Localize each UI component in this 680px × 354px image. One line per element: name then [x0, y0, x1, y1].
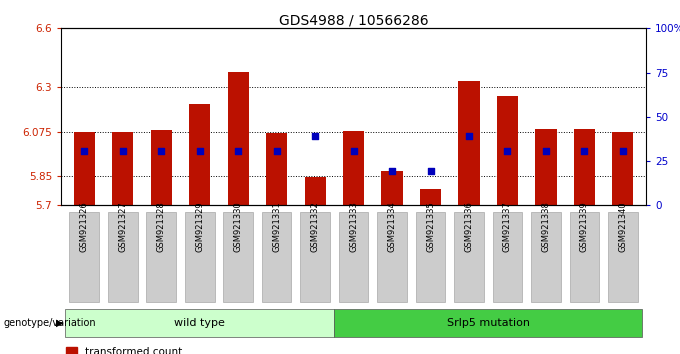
Bar	[266, 133, 287, 205]
Bar	[381, 171, 403, 205]
Bar	[73, 132, 95, 205]
Point	[579, 148, 590, 154]
Point	[425, 168, 436, 174]
Bar	[228, 72, 249, 205]
FancyBboxPatch shape	[493, 212, 522, 302]
FancyBboxPatch shape	[108, 212, 137, 302]
FancyBboxPatch shape	[570, 212, 599, 302]
Point	[541, 148, 551, 154]
Bar	[305, 177, 326, 205]
Point	[348, 148, 359, 154]
Bar	[420, 189, 441, 205]
Text: GSM921330: GSM921330	[234, 201, 243, 252]
Bar	[189, 104, 210, 205]
Text: GSM921334: GSM921334	[388, 201, 396, 252]
Point	[617, 148, 628, 154]
FancyBboxPatch shape	[65, 309, 335, 337]
Text: GSM921335: GSM921335	[426, 201, 435, 252]
FancyBboxPatch shape	[531, 212, 561, 302]
Point	[79, 148, 90, 154]
Text: GSM921340: GSM921340	[618, 201, 628, 252]
Title: GDS4988 / 10566286: GDS4988 / 10566286	[279, 13, 428, 27]
Point	[387, 168, 398, 174]
Bar	[535, 129, 556, 205]
Point	[271, 148, 282, 154]
Point	[194, 148, 205, 154]
Text: GSM921336: GSM921336	[464, 201, 473, 252]
Text: GSM921332: GSM921332	[311, 201, 320, 252]
FancyBboxPatch shape	[339, 212, 369, 302]
Point	[118, 148, 129, 154]
FancyBboxPatch shape	[454, 212, 484, 302]
Bar	[612, 132, 634, 205]
Bar	[112, 132, 133, 205]
Text: GSM921333: GSM921333	[349, 201, 358, 252]
Legend: transformed count, percentile rank within the sample: transformed count, percentile rank withi…	[67, 347, 261, 354]
FancyBboxPatch shape	[301, 212, 330, 302]
FancyBboxPatch shape	[262, 212, 292, 302]
Text: GSM921339: GSM921339	[580, 201, 589, 252]
Text: GSM921328: GSM921328	[156, 201, 166, 252]
Text: GSM921331: GSM921331	[272, 201, 281, 252]
FancyBboxPatch shape	[608, 212, 638, 302]
FancyBboxPatch shape	[223, 212, 253, 302]
FancyBboxPatch shape	[146, 212, 176, 302]
Text: GSM921338: GSM921338	[541, 201, 551, 252]
Point	[502, 148, 513, 154]
Text: GSM921329: GSM921329	[195, 201, 204, 252]
FancyBboxPatch shape	[415, 212, 445, 302]
FancyBboxPatch shape	[69, 212, 99, 302]
Text: genotype/variation: genotype/variation	[3, 318, 96, 328]
Bar	[497, 96, 518, 205]
Text: GSM921337: GSM921337	[503, 201, 512, 252]
Text: wild type: wild type	[174, 318, 225, 328]
FancyBboxPatch shape	[377, 212, 407, 302]
FancyBboxPatch shape	[185, 212, 214, 302]
Point	[156, 148, 167, 154]
Bar	[343, 131, 364, 205]
Text: Srlp5 mutation: Srlp5 mutation	[447, 318, 530, 328]
Point	[464, 134, 475, 139]
Text: ▶: ▶	[56, 318, 64, 328]
Point	[233, 148, 243, 154]
Bar	[458, 81, 479, 205]
Text: GSM921326: GSM921326	[80, 201, 89, 252]
Bar	[574, 129, 595, 205]
FancyBboxPatch shape	[335, 309, 642, 337]
Bar	[151, 130, 172, 205]
Point	[309, 134, 320, 139]
Text: GSM921327: GSM921327	[118, 201, 127, 252]
